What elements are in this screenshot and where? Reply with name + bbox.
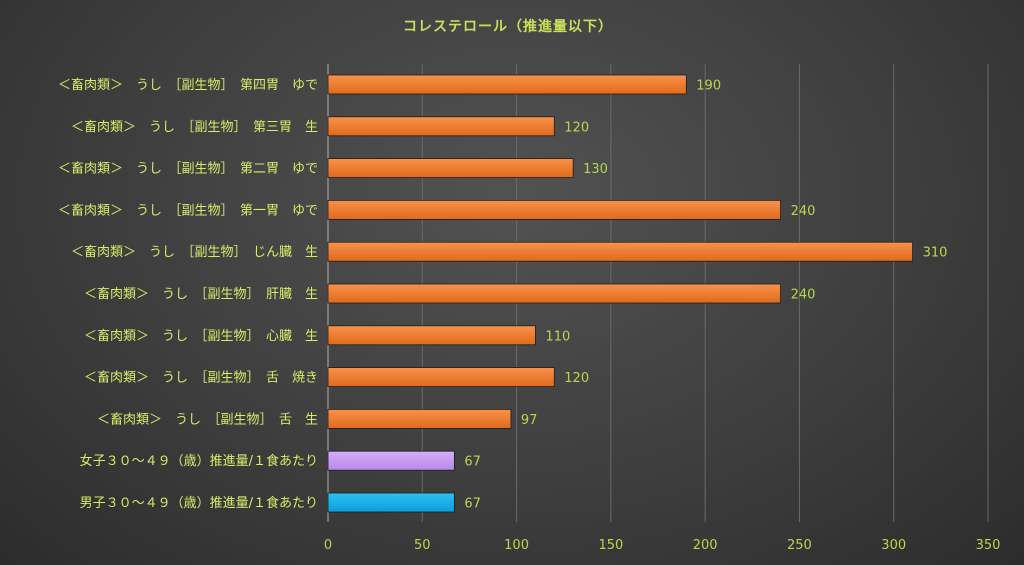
category-label: ＜畜肉類＞ うし ［副生物］ 舌 生	[97, 411, 318, 427]
bar-11	[327, 492, 455, 513]
x-tick-label: 350	[976, 538, 1001, 553]
x-tick-label: 100	[504, 538, 529, 553]
data-label: 120	[564, 371, 589, 386]
data-label: 190	[696, 79, 721, 94]
category-label: ＜畜肉類＞ うし ［副生物］ 第一胃 ゆで	[58, 202, 318, 218]
x-tick-label: 50	[414, 538, 431, 553]
bar-7	[327, 325, 536, 346]
bar-5	[327, 241, 913, 262]
bar-3	[327, 158, 574, 179]
bar-2	[327, 116, 555, 137]
category-label: ＜畜肉類＞ うし ［副生物］ じん臓 生	[71, 244, 318, 260]
chart-title: コレステロール（推進量以下）	[403, 18, 613, 35]
category-label: 男子３０～４９（歳）推進量/１食あたり	[80, 495, 318, 511]
x-tick-label: 300	[881, 538, 906, 553]
bar-8	[327, 367, 555, 388]
data-labels: 190 120 130 240 310 240 110 120 97 67 67	[464, 79, 947, 512]
x-tick-label: 0	[324, 538, 332, 553]
data-label: 67	[464, 455, 481, 470]
data-label: 67	[464, 497, 481, 512]
bars	[327, 74, 913, 513]
bar-1	[327, 74, 687, 95]
category-label: ＜畜肉類＞ うし ［副生物］ 第四胃 ゆで	[58, 77, 318, 93]
category-label: 女子３０～４９（歳）推進量/１食あたり	[80, 453, 318, 469]
data-label: 240	[791, 288, 816, 303]
bar-9	[327, 408, 512, 429]
bar-4	[327, 199, 781, 220]
data-label: 130	[583, 162, 608, 177]
x-tick-label: 250	[787, 538, 812, 553]
data-label: 110	[545, 329, 570, 344]
bar-6	[327, 283, 781, 304]
category-labels: ＜畜肉類＞ うし ［副生物］ 第四胃 ゆで ＜畜肉類＞ うし ［副生物］ 第三胃 …	[58, 77, 318, 511]
category-label: ＜畜肉類＞ うし ［副生物］ 第二胃 ゆで	[58, 161, 318, 177]
category-label: ＜畜肉類＞ うし ［副生物］ 肝臓 生	[84, 286, 318, 302]
x-tick-label: 150	[598, 538, 623, 553]
data-label: 120	[564, 120, 589, 135]
category-label: ＜畜肉類＞ うし ［副生物］ 第三胃 生	[71, 119, 318, 135]
category-label: ＜畜肉類＞ うし ［副生物］ 舌 焼き	[84, 370, 318, 386]
data-label: 310	[923, 246, 948, 261]
x-tick-labels: 0 50 100 150 200 250 300 350	[324, 538, 1001, 553]
bar-10	[327, 450, 455, 471]
data-label: 97	[521, 413, 538, 428]
x-tick-label: 200	[693, 538, 718, 553]
data-label: 240	[791, 204, 816, 219]
category-label: ＜畜肉類＞ うし ［副生物］ 心臓 生	[84, 328, 318, 344]
